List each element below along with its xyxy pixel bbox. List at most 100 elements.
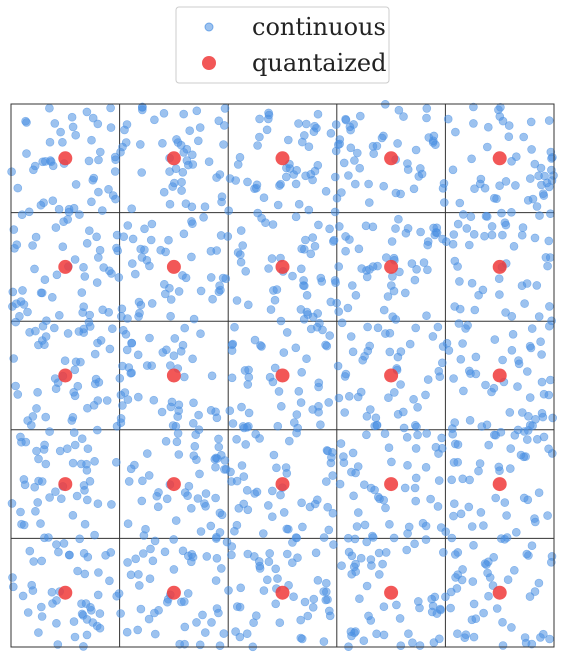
continuous-point <box>227 542 237 551</box>
continuous-point <box>23 608 33 617</box>
continuous-point <box>281 172 291 182</box>
continuous-point <box>59 539 69 548</box>
continuous-point <box>279 348 289 357</box>
continuous-point <box>73 381 83 391</box>
continuous-point <box>350 156 359 165</box>
continuous-point <box>268 220 278 229</box>
continuous-point <box>206 405 216 415</box>
continuous-point <box>411 145 421 155</box>
continuous-point <box>94 253 103 262</box>
continuous-point <box>353 508 363 517</box>
continuous-point <box>259 586 269 595</box>
continuous-point <box>444 346 454 355</box>
continuous-point <box>196 527 206 536</box>
continuous-point <box>284 436 294 446</box>
continuous-point <box>387 457 396 467</box>
continuous-point <box>113 246 122 256</box>
continuous-point <box>487 222 497 231</box>
continuous-point <box>140 224 149 234</box>
continuous-point <box>220 456 230 465</box>
continuous-point <box>434 634 444 644</box>
continuous-point <box>212 604 222 613</box>
continuous-point <box>94 568 103 577</box>
continuous-point <box>275 181 284 190</box>
continuous-point <box>75 534 84 544</box>
continuous-point <box>78 610 88 620</box>
continuous-point <box>504 121 514 130</box>
continuous-point <box>372 629 381 639</box>
continuous-point <box>547 165 556 175</box>
continuous-point <box>176 346 186 356</box>
continuous-point <box>546 209 555 218</box>
continuous-point <box>306 170 316 179</box>
continuous-point <box>400 483 410 493</box>
continuous-point <box>271 599 281 609</box>
continuous-point <box>244 300 253 310</box>
continuous-point <box>189 314 199 324</box>
quantaized-point <box>275 585 290 600</box>
continuous-point <box>314 401 323 411</box>
continuous-point <box>71 180 81 189</box>
continuous-point <box>106 548 116 557</box>
continuous-point <box>543 261 552 271</box>
continuous-point <box>199 213 208 222</box>
continuous-point <box>545 253 555 262</box>
continuous-point <box>514 359 524 369</box>
continuous-point <box>415 603 424 613</box>
continuous-point <box>89 173 99 183</box>
continuous-point <box>293 423 303 433</box>
continuous-point <box>161 289 170 299</box>
legend-box <box>175 6 390 84</box>
continuous-point <box>384 393 393 403</box>
continuous-point <box>107 500 116 509</box>
quantaized-point <box>492 368 507 383</box>
continuous-point <box>115 373 125 383</box>
continuous-point <box>19 520 29 530</box>
continuous-point <box>379 602 389 612</box>
continuous-point <box>256 341 265 350</box>
continuous-point <box>184 481 194 491</box>
continuous-point <box>63 215 72 224</box>
continuous-point <box>402 545 412 555</box>
legend-label-quantaized: quantaized <box>252 49 386 77</box>
continuous-point <box>393 139 402 148</box>
continuous-point <box>329 235 339 245</box>
continuous-point <box>108 324 117 334</box>
continuous-point <box>434 476 444 485</box>
continuous-point <box>308 312 318 322</box>
continuous-point <box>106 123 116 132</box>
continuous-point <box>201 628 210 637</box>
continuous-point <box>123 558 132 567</box>
continuous-point <box>478 285 488 295</box>
continuous-point <box>269 286 278 295</box>
continuous-point <box>502 533 512 542</box>
continuous-point <box>306 249 316 259</box>
continuous-point <box>365 405 375 414</box>
continuous-point <box>340 372 350 381</box>
continuous-point <box>261 218 270 227</box>
continuous-point <box>364 611 373 621</box>
continuous-point <box>63 329 73 338</box>
continuous-point <box>144 471 154 480</box>
continuous-point <box>56 127 65 137</box>
continuous-point <box>120 388 130 397</box>
continuous-point <box>537 350 546 359</box>
continuous-point <box>112 457 121 467</box>
continuous-point <box>364 179 373 189</box>
continuous-point <box>127 338 136 348</box>
continuous-point <box>93 119 103 129</box>
continuous-point <box>362 581 372 591</box>
continuous-point <box>337 188 346 197</box>
continuous-point <box>408 638 417 648</box>
continuous-point <box>165 199 175 209</box>
continuous-point <box>334 307 344 316</box>
continuous-point <box>330 207 340 217</box>
continuous-point <box>426 494 435 504</box>
continuous-point <box>177 177 186 187</box>
continuous-point <box>37 612 47 621</box>
continuous-point <box>374 548 384 558</box>
continuous-point <box>77 434 87 444</box>
continuous-point <box>351 290 361 300</box>
continuous-point <box>403 460 412 470</box>
continuous-point <box>127 204 136 213</box>
